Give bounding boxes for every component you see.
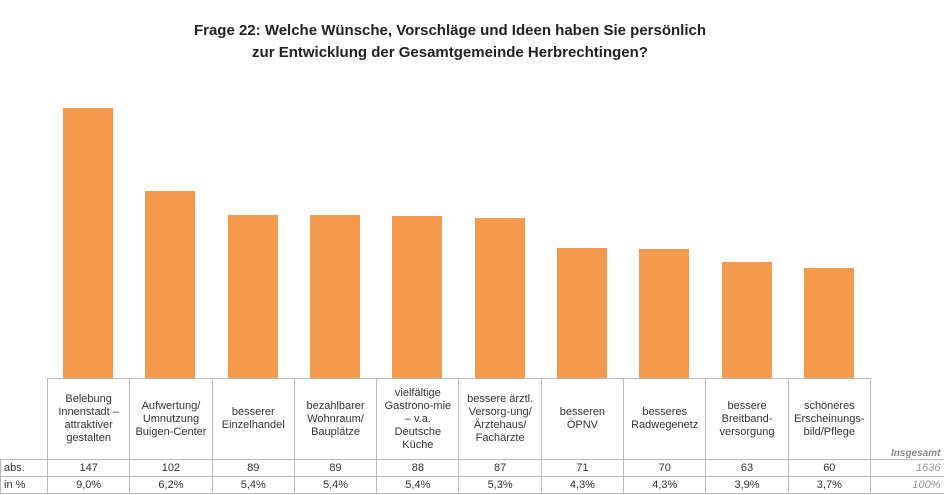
bar (63, 108, 114, 378)
bar (145, 190, 196, 378)
total-percent: 100% (869, 476, 944, 494)
percent-value: 6,2% (129, 476, 213, 494)
total-header: Insgesamt (891, 448, 941, 459)
category-label: besserer Einzelhandel (211, 378, 295, 460)
abs-value: 89 (211, 459, 295, 477)
abs-value: 147 (46, 459, 131, 477)
plot-area (63, 108, 854, 378)
chart-title: Frage 22: Welche Wünsche, Vorschläge und… (193, 22, 707, 61)
percent-value: 4,3% (540, 476, 625, 494)
abs-value: 71 (540, 459, 625, 477)
bar (639, 249, 690, 378)
percent-value: 9,0% (46, 476, 131, 494)
abs-value: 89 (293, 459, 378, 477)
abs-value: 60 (787, 459, 871, 477)
bar (721, 262, 772, 378)
category-label: besseres Radwegenetz (623, 378, 707, 460)
category-label: Aufwertung/ Umnutzung Buigen-Center (129, 378, 213, 460)
abs-value: 70 (623, 459, 707, 477)
bar (474, 218, 525, 378)
row-label: abs. (0, 459, 48, 477)
bar (227, 214, 278, 378)
data-table: Belebung Innenstadt – attraktiver gestal… (0, 378, 944, 494)
category-label: bezahlbarer Wohnraum/ Bauplätze (293, 378, 378, 460)
bar (310, 214, 361, 378)
percent-value: 3,9% (705, 476, 789, 494)
bar (803, 267, 854, 378)
abs-value: 87 (458, 459, 542, 477)
percent-value: 5,3% (458, 476, 542, 494)
percent-value: 5,4% (293, 476, 378, 494)
percent-value: 4,3% (623, 476, 707, 494)
abs-value: 88 (376, 459, 460, 477)
category-label: besseren ÖPNV (540, 378, 625, 460)
category-label: schöneres Erscheinungs- bild/Pflege (787, 378, 871, 460)
percent-value: 5,4% (376, 476, 460, 494)
bar (392, 216, 443, 378)
row-label: in % (0, 476, 48, 494)
percent-value: 5,4% (211, 476, 295, 494)
category-label: bessere ärztl. Versorg-ung/ Ärztehaus/ F… (458, 378, 542, 460)
percent-value: 3,7% (787, 476, 871, 494)
total-value: 1636 (869, 459, 944, 477)
abs-value: 63 (705, 459, 789, 477)
category-label: bessere Breitband- versorgung (705, 378, 789, 460)
bar (556, 247, 607, 378)
abs-value: 102 (129, 459, 213, 477)
category-label: vielfältige Gastrono-mie – v.a. Deutsche… (376, 378, 460, 460)
category-label: Belebung Innenstadt – attraktiver gestal… (46, 378, 131, 460)
